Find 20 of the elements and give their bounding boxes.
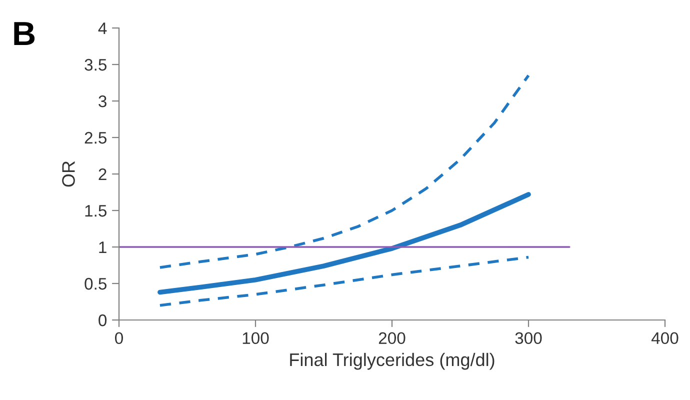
- y-tick-label: 3.5: [84, 58, 106, 71]
- y-tick-label: 4: [98, 22, 107, 34]
- y-tick-label: 0: [98, 314, 107, 326]
- x-tick-label: 0: [115, 332, 123, 344]
- text: B: [14, 22, 35, 45]
- y-tick-label: 1.5: [85, 205, 106, 217]
- x-tick-label: 100: [242, 332, 269, 344]
- y-tick-label: 1: [99, 242, 106, 254]
- y-tick-label: 2: [98, 168, 106, 180]
- y-tick-label: 3: [98, 95, 106, 108]
- x-tick-label: 400: [651, 332, 678, 344]
- line-series: [158, 74, 530, 269]
- line-series: [158, 256, 530, 307]
- x-axis-title: Final Triglycerides (mg/dl): [290, 352, 494, 370]
- y-tick-label: 2.5: [84, 132, 106, 144]
- y-tick-label: 0.5: [84, 278, 106, 290]
- y-axis-title: OR: [62, 161, 75, 187]
- x-tick-label: 300: [515, 332, 542, 344]
- line-series: [158, 192, 531, 295]
- x-tick-label: 200: [378, 332, 406, 344]
